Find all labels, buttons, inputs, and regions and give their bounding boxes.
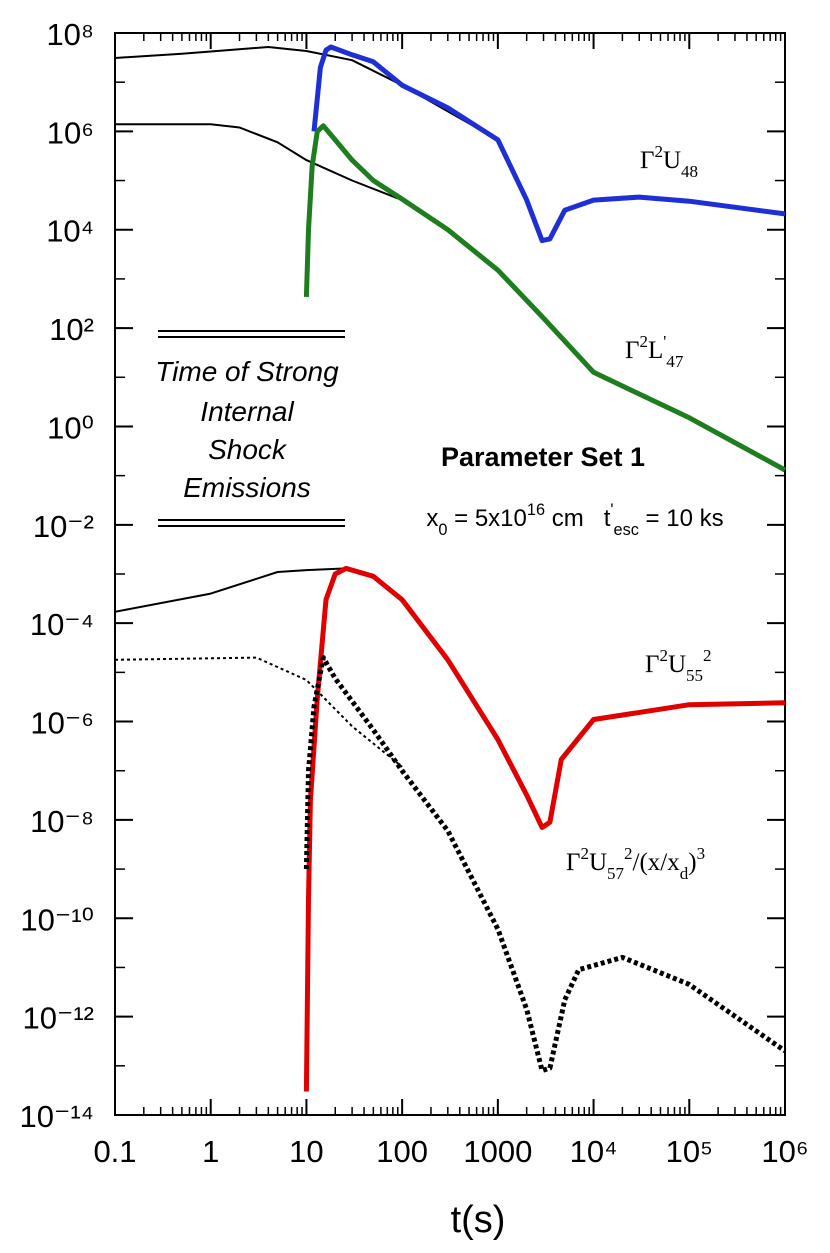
y-tick-label: 10⁶ (47, 115, 94, 150)
plot-frame (114, 32, 786, 1116)
annotation-part: 2 (580, 844, 589, 863)
note-bars (158, 330, 345, 527)
x-tick-label: 10⁵ (666, 1134, 713, 1169)
annotation-part: Γ (625, 337, 639, 364)
annotation-part: 48 (681, 162, 698, 181)
annotation-part: 47 (666, 352, 684, 371)
annotation: Γ2L'47 (625, 332, 684, 371)
series-line (303, 565, 786, 1092)
x-tick-label: 10 (289, 1134, 323, 1169)
x-tick-label: 10⁴ (570, 1134, 618, 1169)
series-line (114, 46, 499, 141)
annotation: Γ2U552 (645, 646, 712, 685)
annotation-part: 3 (697, 844, 706, 863)
y-tick-label: 10⁴ (46, 214, 94, 249)
y-tick-label: 10⁻¹² (23, 1001, 95, 1036)
annotation-part: 2 (703, 646, 712, 665)
x-tick-label: 100 (376, 1134, 428, 1169)
series-line (114, 567, 347, 613)
annotation-part: 0 (438, 521, 447, 539)
series-line (303, 655, 787, 1074)
y-tick-label: 10⁻⁶ (30, 706, 94, 741)
annotation-part: d (680, 864, 689, 883)
y-tick-label: 10⁻⁴ (30, 607, 94, 642)
annotation-part: 2 (654, 142, 663, 161)
series-line (303, 123, 787, 473)
annotation-part: = 5x10 (447, 505, 526, 532)
annotation-part: Parameter Set 1 (441, 442, 645, 472)
annotation-part: Γ (566, 849, 580, 876)
annotation-part: 55 (686, 666, 703, 685)
annotation-part: U (589, 849, 607, 876)
annotation-part: 2 (659, 646, 668, 665)
y-tick-label: 10⁰ (47, 410, 94, 445)
y-tick-label: 10⁸ (46, 17, 94, 52)
y-tick-label: 10⁻¹⁴ (20, 1099, 95, 1134)
annotation-part: U (663, 147, 681, 174)
annotation-part: ) (688, 849, 696, 876)
annotation-part: 57 (607, 864, 625, 883)
series-line (115, 123, 449, 231)
annotation-part: = 10 ks (639, 505, 724, 532)
note-line: Internal (200, 396, 294, 427)
y-tick-label: 10⁻² (33, 509, 94, 544)
x-axis-label: t(s) (451, 1199, 506, 1241)
annotation: Parameter Set 1 (441, 442, 645, 472)
annotation-part: Γ (645, 651, 659, 678)
y-tick-label: 10⁻¹⁰ (20, 902, 94, 937)
annotation-part: cm t (545, 505, 611, 532)
note-line: Emissions (183, 472, 311, 503)
annotation-part: Γ (640, 147, 654, 174)
annotation-part: 2 (639, 332, 648, 351)
annotation: x0 = 5x1016 cm t'esc = 10 ks (426, 501, 723, 539)
x-tick-label: 1000 (463, 1134, 532, 1169)
annotation-part: /(x/x (633, 849, 681, 876)
annotation-part: 2 (624, 844, 633, 863)
note-line: Shock (208, 434, 288, 465)
x-tick-label: 10⁶ (761, 1134, 808, 1169)
series-line (311, 44, 786, 244)
annotation-part: L (648, 337, 663, 364)
note-line: Time of Strong (155, 356, 339, 387)
annotation: Γ2U572/(x/xd)3 (566, 844, 705, 883)
annotation-part: ' (663, 332, 666, 351)
y-tick-label: 10² (49, 312, 94, 347)
series-line (114, 656, 403, 768)
annotation-part: x (426, 505, 438, 532)
annotation-part: ' (610, 501, 613, 519)
annotation-part: U (668, 651, 686, 678)
x-tick-label: 1 (202, 1134, 219, 1169)
x-tick-label: 0.1 (93, 1134, 136, 1169)
annotation-part: esc (614, 521, 639, 539)
y-tick-label: 10⁻⁸ (30, 804, 94, 839)
annotation-part: 16 (527, 501, 545, 519)
annotation: Γ2U48 (640, 142, 698, 181)
